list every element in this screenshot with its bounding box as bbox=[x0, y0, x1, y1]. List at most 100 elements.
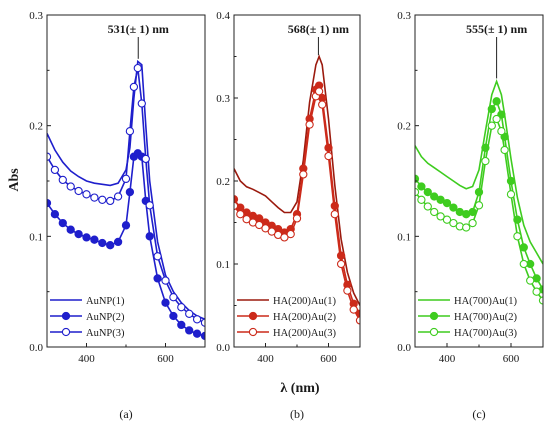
panel-c-series-3-point bbox=[487, 121, 496, 130]
panel-b-series-3-point bbox=[261, 224, 270, 233]
panel-a-series-3-point bbox=[137, 99, 146, 108]
panel-a-series-3-point bbox=[192, 315, 202, 324]
panel-b-series-3-point bbox=[314, 87, 324, 96]
panel-c-label: (c) bbox=[472, 407, 485, 421]
panel-c-y-tick-label: 0.1 bbox=[397, 231, 411, 243]
panel-a-series-3-point bbox=[50, 165, 60, 175]
panel-b-series-3-point bbox=[299, 170, 308, 179]
panel-c-series-3-point bbox=[519, 259, 528, 269]
panel-b-series-3-line bbox=[234, 89, 360, 321]
panel-c-series-3-point bbox=[417, 195, 426, 204]
panel-c-legend-label: HA(700)Au(2) bbox=[454, 312, 517, 323]
panel-c-series-3-point bbox=[442, 215, 452, 224]
panel-c-y-tick-label: 0.3 bbox=[397, 10, 411, 22]
panel-b-x-tick-label: 600 bbox=[320, 353, 337, 365]
panel-a-series-2-point bbox=[58, 218, 67, 228]
panel-a-y-tick-label: 0.2 bbox=[29, 121, 43, 133]
panel-c-series-3-point bbox=[526, 276, 535, 285]
panel-a-label: (a) bbox=[119, 407, 132, 421]
panel-c-x-tick-label: 400 bbox=[439, 353, 456, 365]
panel-c-series-3-point bbox=[436, 212, 445, 221]
panel-b-series-3-point bbox=[343, 286, 352, 295]
panel-a-peak-label: 531(± 1) nm bbox=[108, 22, 169, 36]
panel-b-series-3-point bbox=[280, 233, 289, 242]
panel-c-series-3-point bbox=[497, 127, 506, 136]
panel-b-series-3-point bbox=[267, 227, 276, 236]
panel-c-series-3-point bbox=[449, 218, 458, 228]
panel-b-series-3-point bbox=[330, 210, 339, 219]
panel-b-series-3-point bbox=[349, 305, 358, 314]
panel-c-series-2-point bbox=[449, 203, 458, 212]
panel-a-series-2-point bbox=[145, 232, 154, 241]
panel-a-series-2-point bbox=[74, 229, 83, 239]
panel-a-series-2-point bbox=[98, 238, 107, 248]
panel-a-series-2-point bbox=[153, 274, 162, 283]
panel-a-series-3-point bbox=[185, 309, 194, 318]
panel-b-legend: HA(200)Au(1) HA(200)Au(2) HA(200)Au(3) bbox=[237, 296, 336, 339]
panel-a-series-3-point bbox=[161, 276, 170, 285]
panel-b-legend-label: HA(200)Au(1) bbox=[273, 296, 336, 307]
panel-a-x-tick-label: 400 bbox=[78, 353, 95, 365]
panel-c-x-tick-label: 600 bbox=[503, 353, 520, 365]
panel-b-series-3-point bbox=[286, 229, 295, 239]
panel-b-legend-label: HA(200)Au(2) bbox=[273, 312, 336, 323]
panel-a-series-3-point bbox=[141, 154, 150, 164]
panel-b-series-3-point bbox=[242, 215, 251, 224]
panel-a-series-2-point bbox=[169, 311, 178, 321]
panel-c-series-1 bbox=[415, 79, 543, 265]
panel-c-series-2-point bbox=[487, 104, 496, 114]
panel-a-series-2 bbox=[47, 149, 205, 341]
panel-b-legend-label: HA(200)Au(3) bbox=[273, 328, 336, 339]
panel-b-y-tick-label: 0.3 bbox=[216, 93, 230, 105]
panel-b-y-tick-label: 0.2 bbox=[216, 176, 230, 188]
panel-a-series-3-point bbox=[125, 127, 135, 136]
panel-c-y-tick-label: 0.2 bbox=[397, 121, 411, 133]
panel-a-series-2-point bbox=[66, 225, 75, 234]
panel-b-label: (b) bbox=[290, 407, 304, 421]
panel-a-series-3-point bbox=[169, 293, 178, 302]
panel-a-series-3-point bbox=[58, 175, 67, 185]
panel-a-series-3-point bbox=[133, 63, 142, 73]
panel-c-series-3-point bbox=[481, 156, 490, 166]
panel-b-chart: 0.0 0.1 0.2 0.3 0.4 400 600 568(± 1) nm HA(200)A… bbox=[216, 10, 361, 421]
panel-a-legend: AuNP(1) AuNP(2) AuNP(3) bbox=[50, 296, 125, 339]
panel-c-series-3-point bbox=[462, 223, 471, 232]
panel-b-series-3-point bbox=[305, 120, 314, 129]
panel-a-legend-label: AuNP(2) bbox=[86, 312, 125, 323]
panel-a-series-2-point bbox=[106, 241, 115, 250]
panel-c-legend-label: HA(700)Au(3) bbox=[454, 328, 517, 339]
panel-a-series-3-point bbox=[106, 196, 115, 206]
panel-a-series-2-point bbox=[161, 298, 170, 307]
panel-a-legend-label: AuNP(3) bbox=[86, 328, 125, 339]
panel-a-series-2-point bbox=[192, 329, 202, 338]
panel-c-series-3-point bbox=[538, 296, 543, 305]
panel-a-series-3-point bbox=[82, 190, 91, 199]
panel-a-series-2-point bbox=[90, 235, 99, 244]
panel-c-series-2-point bbox=[436, 195, 445, 204]
panel-c-series-3-point bbox=[500, 145, 509, 155]
panel-c-peak-label: 555(± 1) nm bbox=[466, 22, 527, 36]
panel-a-series-3-line bbox=[47, 67, 205, 324]
panel-a-series-3-point bbox=[177, 303, 186, 312]
panel-a-series-2-point bbox=[121, 221, 131, 230]
panel-c-y-tick-label: 0.0 bbox=[397, 342, 411, 354]
panel-a-series-2-point bbox=[113, 237, 123, 247]
panel-a-series-2-point bbox=[185, 326, 194, 335]
panel-a-x-tick-label: 600 bbox=[157, 353, 174, 365]
panel-a-legend-marker bbox=[61, 311, 71, 321]
panel-b-legend-marker bbox=[248, 311, 258, 321]
panel-b-y-tick-label: 0.1 bbox=[216, 259, 230, 271]
panel-b-series-3-point bbox=[236, 210, 245, 219]
panel-c-series-3-point bbox=[474, 201, 484, 210]
panel-c-series-3-point bbox=[415, 187, 420, 197]
panel-c-series-3-point bbox=[532, 287, 541, 296]
panel-c-series-2-point bbox=[442, 198, 452, 208]
panel-b-series-3-point bbox=[324, 151, 333, 161]
panel-b-series-3-point bbox=[255, 220, 264, 230]
panel-c-legend: HA(700)Au(1) HA(700)Au(2) HA(700)Au(3) bbox=[418, 296, 517, 339]
panel-a-series-2-point bbox=[177, 320, 186, 330]
panel-b-series-2-point bbox=[234, 195, 239, 204]
panel-b-series-3-point bbox=[292, 214, 302, 223]
panel-c-series-3-point bbox=[430, 207, 439, 217]
